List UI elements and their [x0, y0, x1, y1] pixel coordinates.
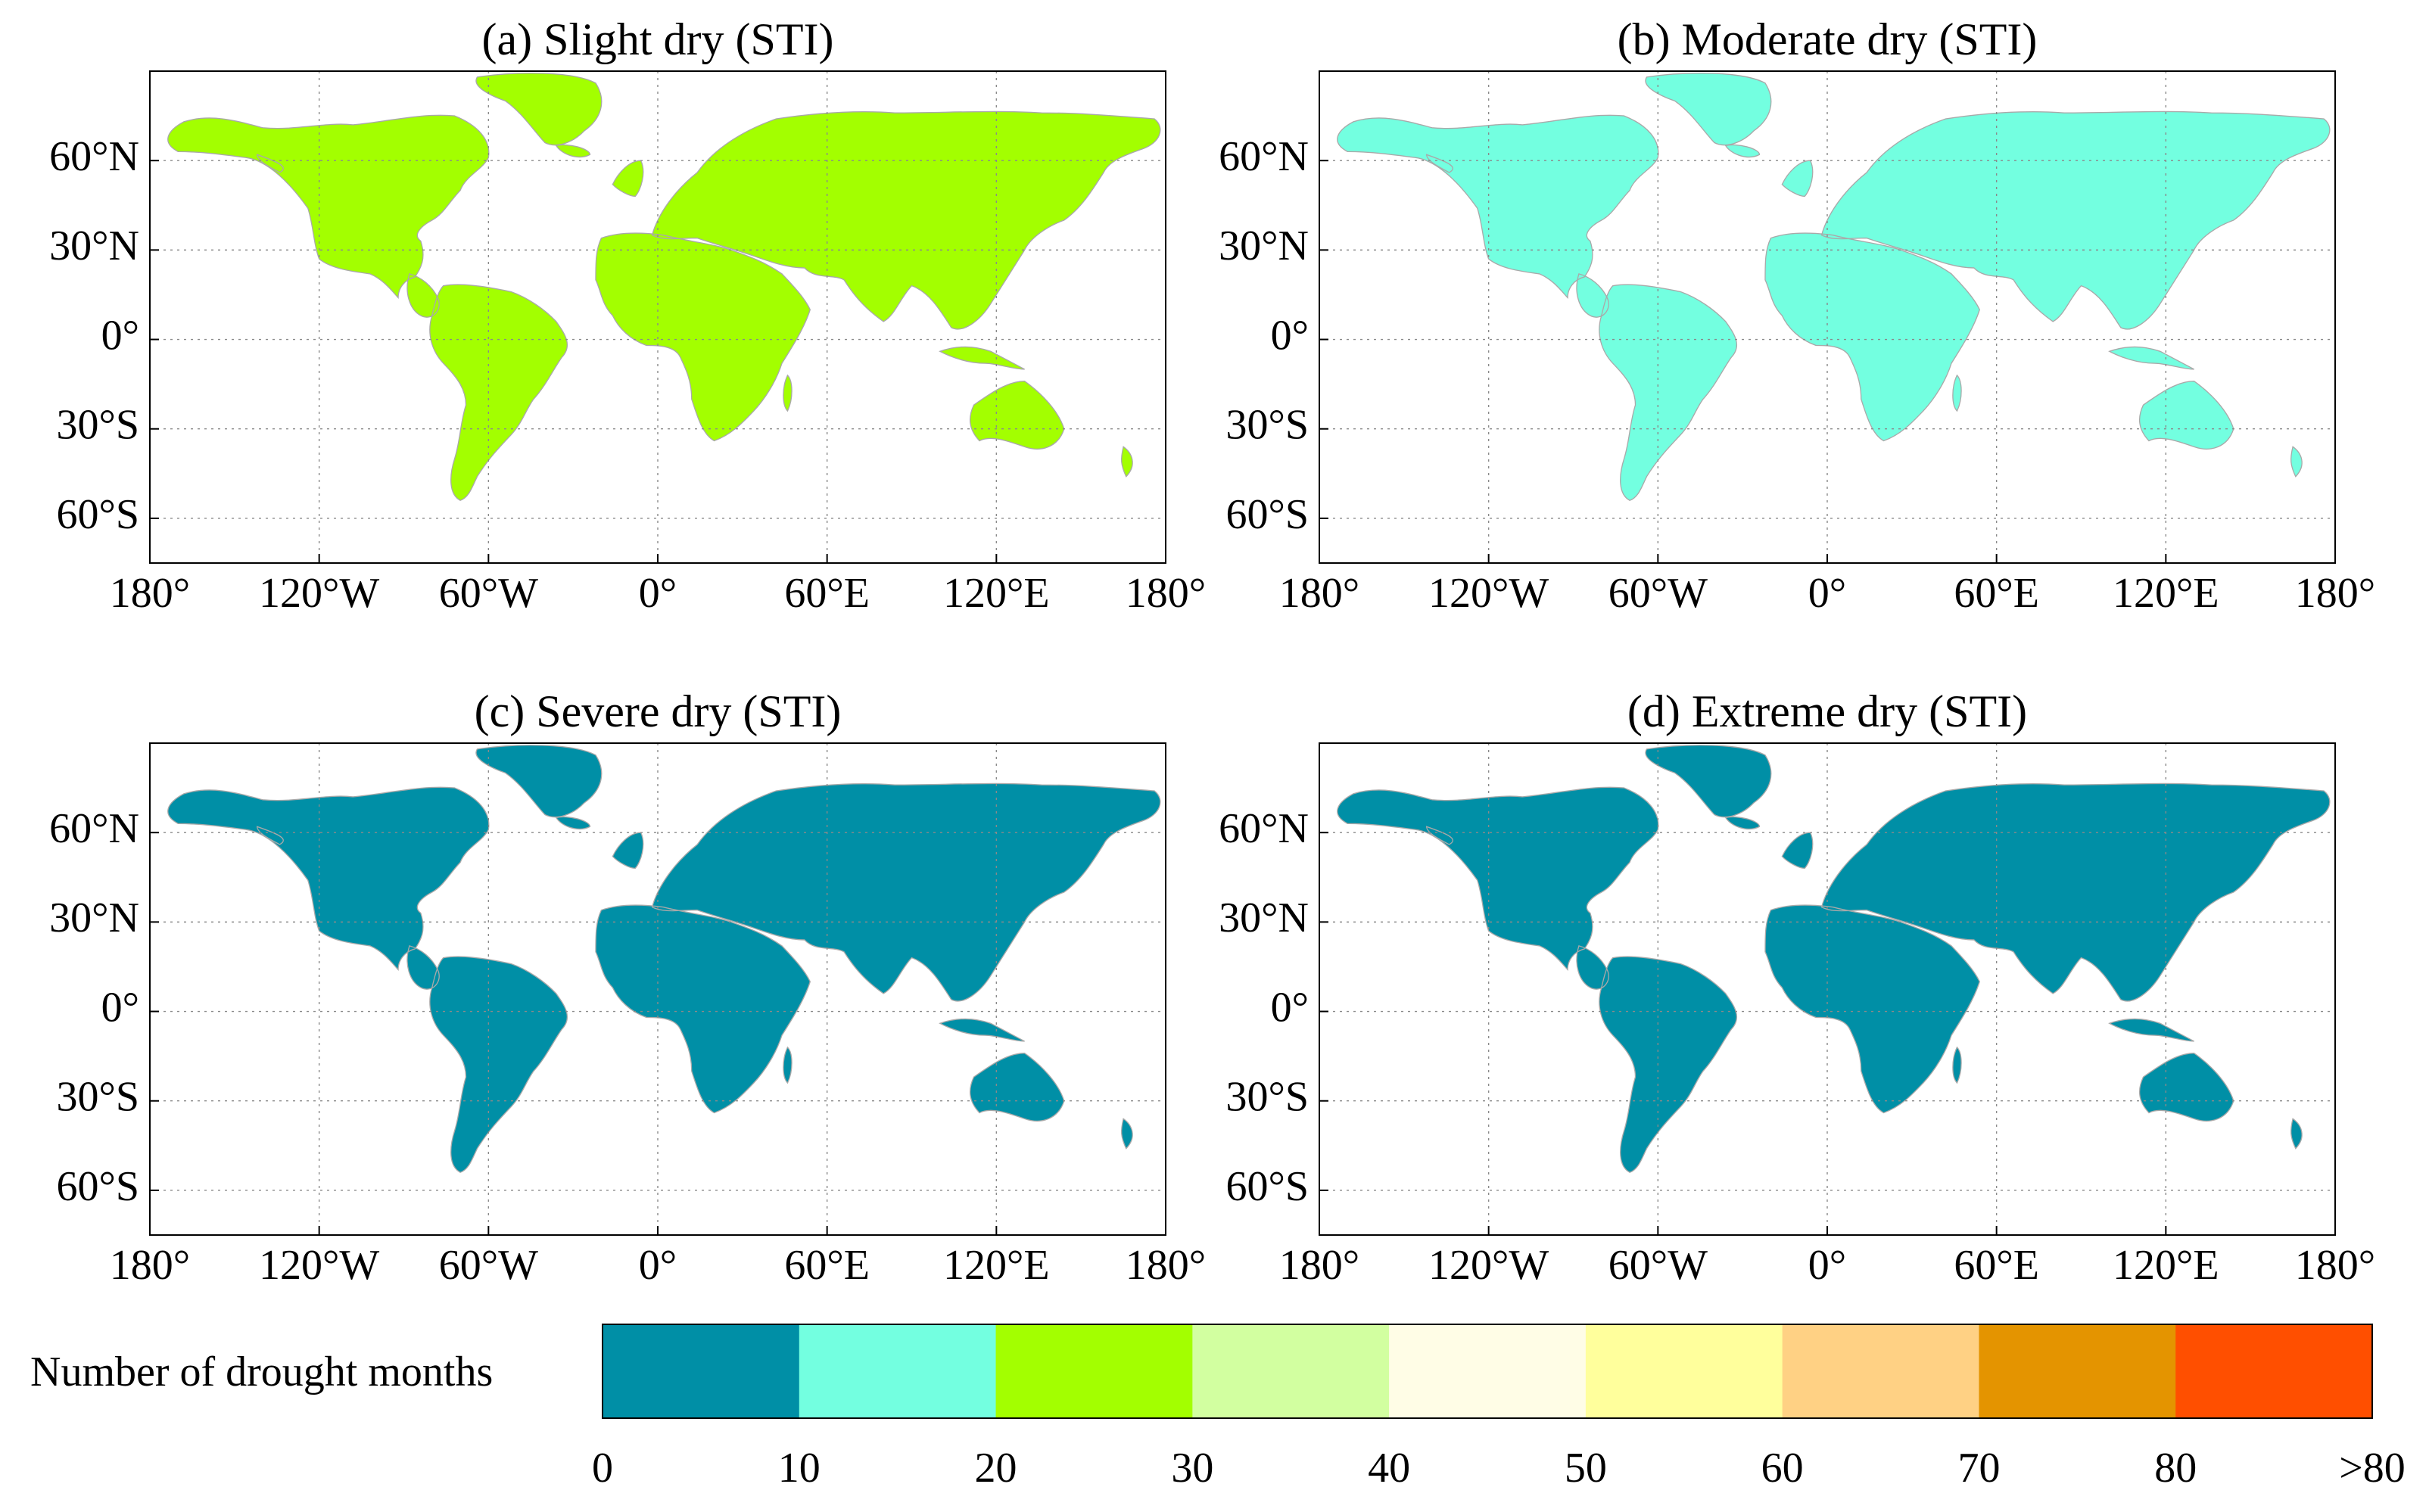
lon-tick-label: 180°: [1126, 1242, 1206, 1289]
lat-tick-label: 30°S: [56, 1074, 139, 1121]
panel-title: (c) Severe dry (STI): [475, 686, 842, 736]
panel-title: (a) Slight dry (STI): [482, 14, 834, 64]
lon-tick-label: 0°: [639, 570, 677, 617]
lat-tick-label: 60°S: [56, 1163, 139, 1210]
colorbar-tick-label: 60: [1761, 1445, 1804, 1492]
lon-tick-label: 180°: [1126, 570, 1206, 617]
lon-tick-label: 180°: [2295, 570, 2375, 617]
colorbar-frame: [602, 1324, 2373, 1419]
colorbar-tick-label: 40: [1368, 1445, 1410, 1492]
lat-tick-label: 60°S: [1225, 491, 1309, 538]
lon-tick-label: 60°E: [1954, 570, 2039, 617]
lon-tick-label: 0°: [1808, 1242, 1846, 1289]
lat-tick-label: 0°: [101, 312, 139, 359]
lat-tick-label: 30°S: [1225, 1074, 1309, 1121]
lon-tick-label: 180°: [110, 1242, 190, 1289]
lon-tick-label: 60°W: [1608, 570, 1708, 617]
lon-tick-label: 120°E: [2113, 1242, 2219, 1289]
lat-tick-label: 60°N: [49, 133, 139, 180]
lon-tick-label: 0°: [1808, 570, 1846, 617]
lat-tick-label: 0°: [1271, 312, 1309, 359]
lon-tick-label: 180°: [110, 570, 190, 617]
colorbar-tick-label: 30: [1171, 1445, 1213, 1492]
colorbar-tick-label: 50: [1565, 1445, 1607, 1492]
colorbar-swatch: [2175, 1324, 2373, 1418]
lat-tick-label: 60°S: [1225, 1163, 1309, 1210]
lat-tick-label: 30°N: [1219, 222, 1309, 269]
lon-tick-label: 60°E: [1954, 1242, 2039, 1289]
gridlines: [1319, 71, 2335, 563]
map-panel-d: (d) Extreme dry (STI) 60°N 30°N 0° 30°S 60°S 1…: [1219, 686, 2375, 1289]
map-panel-a: (a) Slight dry (STI) 60°N 30°N 0° 30°S 60°S 18…: [49, 14, 1206, 617]
panel-title: (d) Extreme dry (STI): [1627, 686, 2027, 736]
map-panel-c: (c) Severe dry (STI) 60°N 30°N 0° 30°S 60°S 18…: [49, 686, 1206, 1289]
colorbar-swatch: [1192, 1324, 1390, 1418]
lat-tick-label: 30°N: [49, 894, 139, 941]
lon-tick-label: 180°: [2295, 1242, 2375, 1289]
gridlines: [150, 71, 1166, 563]
lon-tick-label: 60°E: [784, 1242, 870, 1289]
lon-tick-label: 120°E: [943, 1242, 1050, 1289]
lon-tick-label: 120°E: [2113, 570, 2219, 617]
colorbar-tick-label: 80: [2154, 1445, 2197, 1492]
map-panel-b: (b) Moderate dry (STI) 60°N 30°N 0° 30°S 60°S…: [1219, 14, 2375, 617]
colorbar-swatch: [799, 1324, 997, 1418]
lat-tick-label: 60°N: [49, 805, 139, 852]
gridlines: [1319, 743, 2335, 1235]
colorbar-swatch: [1389, 1324, 1587, 1418]
lat-tick-label: 30°S: [56, 402, 139, 449]
lon-tick-label: 60°W: [439, 1242, 538, 1289]
lon-tick-label: 60°W: [439, 570, 538, 617]
colorbar-tick-label: >80: [2339, 1445, 2406, 1492]
lon-tick-label: 180°: [1279, 1242, 1359, 1289]
colorbar-tick-label: 0: [592, 1445, 613, 1492]
colorbar-label: Number of drought months: [30, 1349, 493, 1395]
lat-tick-label: 60°N: [1219, 133, 1309, 180]
lat-tick-label: 30°S: [1225, 402, 1309, 449]
colorbar-swatch: [1585, 1324, 1783, 1418]
lon-tick-label: 0°: [639, 1242, 677, 1289]
colorbar-swatch: [995, 1324, 1193, 1418]
lat-tick-label: 0°: [1271, 984, 1309, 1031]
lon-tick-label: 60°E: [784, 570, 870, 617]
lat-tick-label: 0°: [101, 984, 139, 1031]
lon-tick-label: 120°W: [1428, 1242, 1549, 1289]
colorbar-swatch: [603, 1324, 800, 1418]
colorbar-tick-label: 10: [778, 1445, 821, 1492]
lon-tick-label: 180°: [1279, 570, 1359, 617]
colorbar-tick-label: 70: [1957, 1445, 2000, 1492]
colorbar: Number of drought months 0 10 20 30 40 50 60 70…: [30, 1324, 2406, 1492]
panel-title: (b) Moderate dry (STI): [1618, 14, 2038, 64]
colorbar-swatch: [1979, 1324, 2176, 1418]
colorbar-swatch: [1782, 1324, 1979, 1418]
lat-tick-label: 60°N: [1219, 805, 1309, 852]
lat-tick-label: 30°N: [1219, 894, 1309, 941]
lon-tick-label: 120°W: [259, 570, 379, 617]
lat-tick-label: 60°S: [56, 491, 139, 538]
lon-tick-label: 60°W: [1608, 1242, 1708, 1289]
colorbar-tick-label: 20: [975, 1445, 1017, 1492]
lon-tick-label: 120°E: [943, 570, 1050, 617]
lon-tick-label: 120°W: [1428, 570, 1549, 617]
lat-tick-label: 30°N: [49, 222, 139, 269]
gridlines: [150, 743, 1166, 1235]
lon-tick-label: 120°W: [259, 1242, 379, 1289]
